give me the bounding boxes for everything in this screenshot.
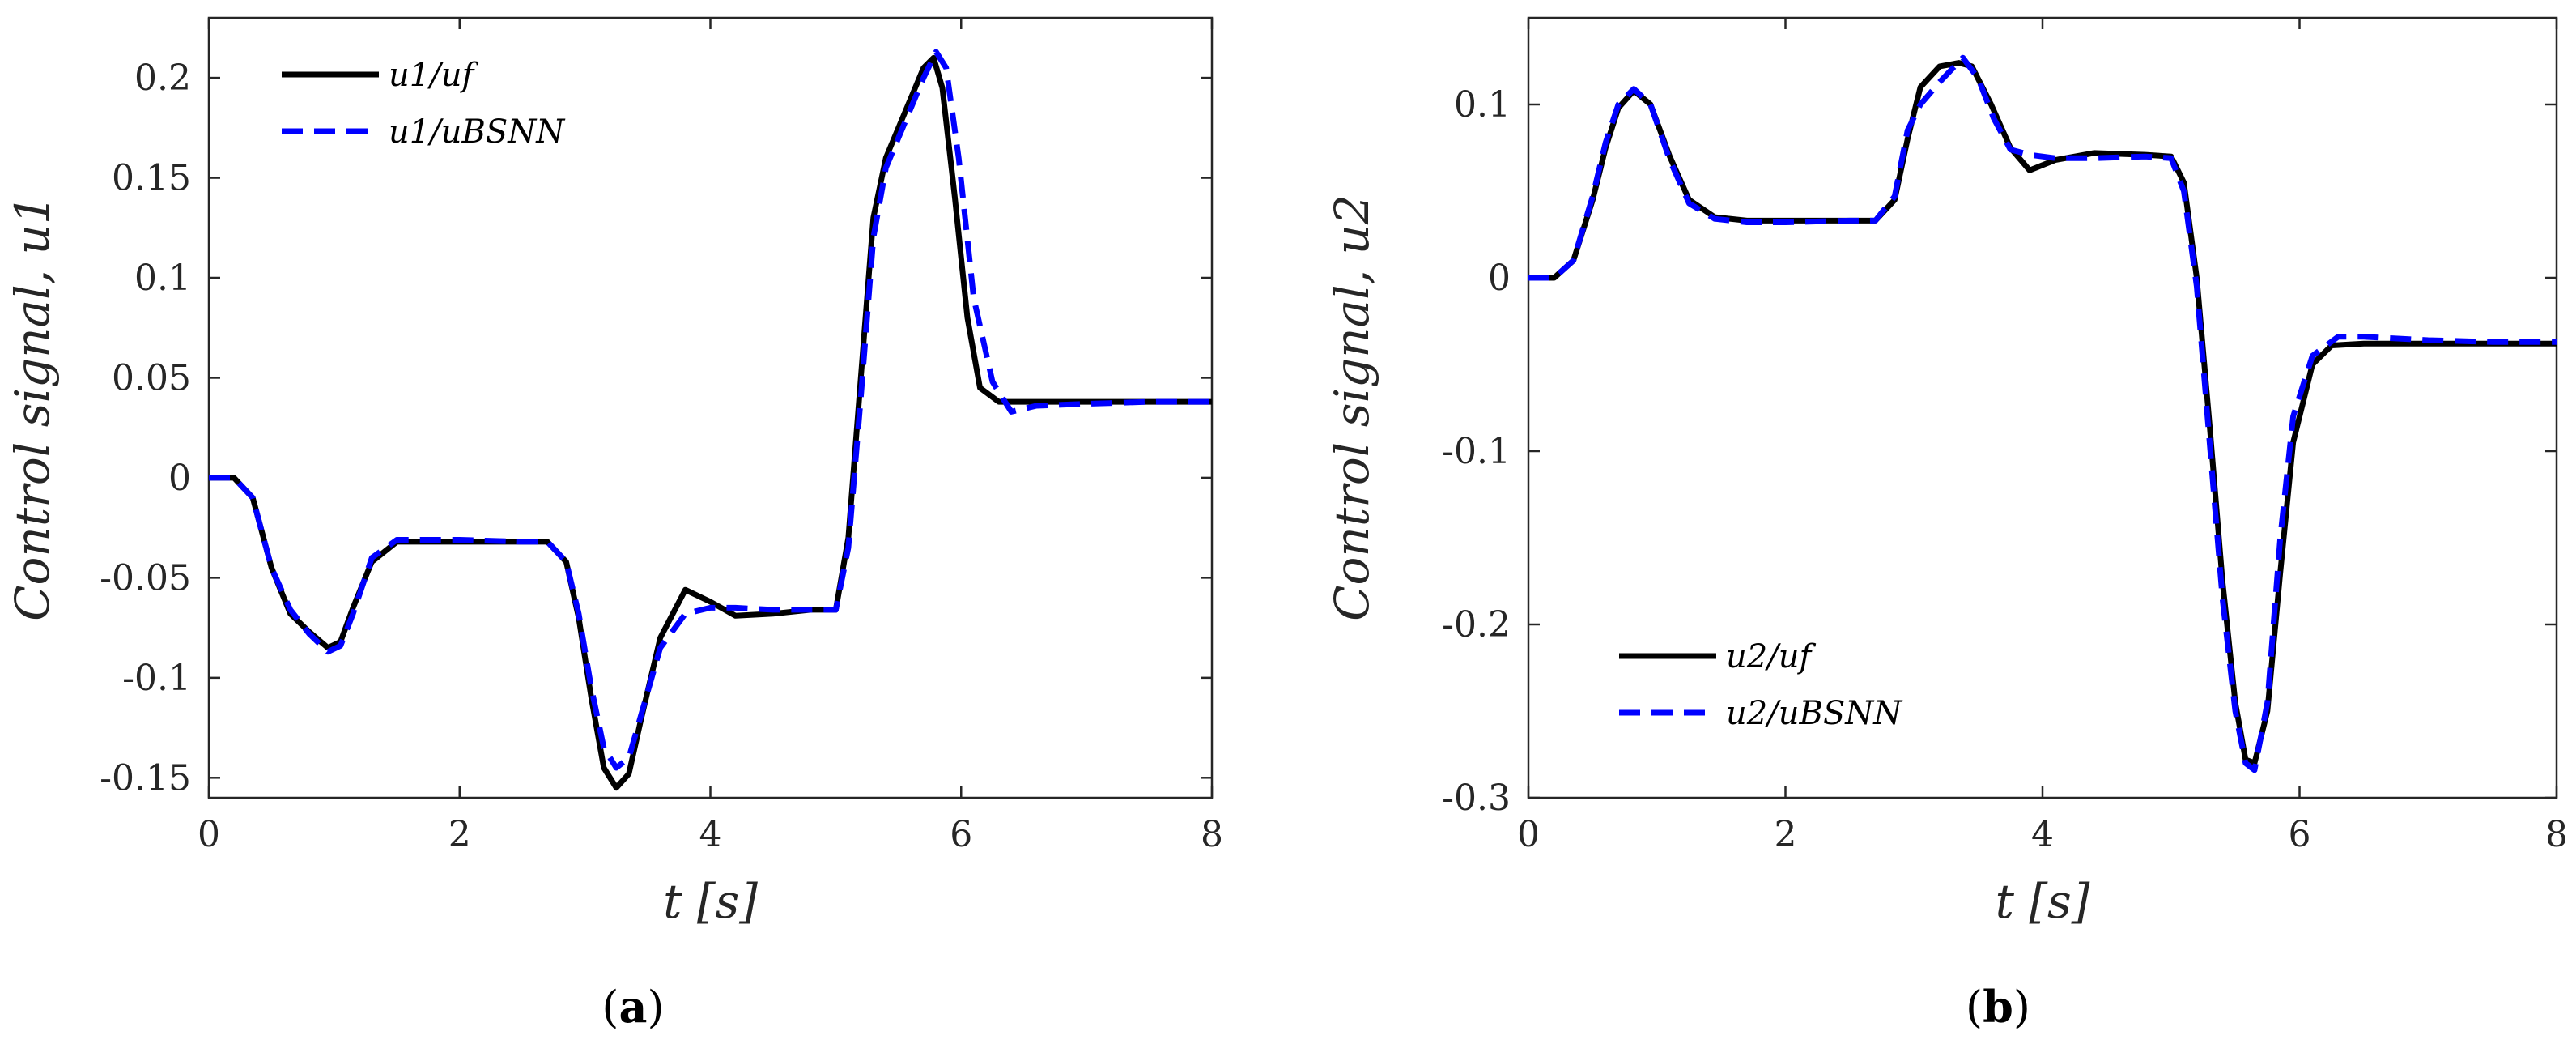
- x-tick-label: 6: [2289, 814, 2311, 855]
- axis-ticks: [1527, 18, 2558, 799]
- y-tick-label: -0.05: [100, 557, 191, 599]
- x-axis-label: t [s]: [1996, 874, 2090, 929]
- y-tick-label: -0.1: [122, 658, 191, 699]
- legend: u2/uf u2/uBSNN: [1619, 638, 1903, 732]
- y-tick-label: 0.2: [134, 58, 191, 99]
- series-group: [209, 49, 1212, 791]
- x-tick-label: 8: [2545, 814, 2568, 855]
- y-axis-label: Control signal, u1: [5, 194, 60, 621]
- x-tick-label: 2: [1775, 814, 1797, 855]
- series-group: [1528, 54, 2557, 773]
- legend-label: u2/uBSNN: [1726, 695, 1903, 732]
- x-tick-label: 4: [2031, 814, 2054, 855]
- panel-label-close: ): [648, 982, 665, 1033]
- legend: u1/uf u1/uBSNN: [282, 57, 566, 151]
- x-tick-label: 0: [1517, 814, 1540, 855]
- y-tick-label: 0.15: [112, 158, 191, 199]
- legend-label: u1/uf: [389, 57, 478, 94]
- y-axis-label: Control signal, u2: [1324, 194, 1379, 621]
- panel-label-letter: b: [1983, 981, 2013, 1033]
- series-line-dashed: [1528, 54, 2557, 773]
- x-tick-label: 0: [198, 814, 220, 855]
- x-tick-label: 8: [1201, 814, 1223, 855]
- x-tick-labels: 0 2 4 6 8: [198, 814, 1223, 855]
- y-tick-label: 0.1: [1454, 84, 1511, 126]
- legend-label: u1/uBSNN: [389, 113, 566, 151]
- y-tick-label: -0.2: [1442, 604, 1511, 646]
- x-tick-label: 6: [950, 814, 972, 855]
- panel-label: (b): [1966, 981, 2030, 1033]
- panel-label-open: (: [1966, 982, 1983, 1033]
- chart-panel-a: 0 2 4 6 8 -0.15 -0.1 -0.05 0 0.05 0.1 0.15 0.2 t [s…: [5, 16, 1223, 1033]
- y-tick-label: -0.15: [100, 757, 191, 799]
- y-tick-label: -0.1: [1442, 431, 1511, 472]
- x-tick-label: 2: [448, 814, 471, 855]
- panel-label-letter: a: [619, 981, 648, 1033]
- y-tick-label: 0.05: [112, 357, 191, 398]
- panel-label-close: ): [2013, 982, 2030, 1033]
- x-tick-label: 4: [699, 814, 722, 855]
- panel-label: (a): [601, 981, 664, 1033]
- y-tick-labels: -0.3 -0.2 -0.1 0 0.1: [1442, 84, 1511, 819]
- x-tick-labels: 0 2 4 6 8: [1517, 814, 2568, 855]
- legend-label: u2/uf: [1726, 638, 1816, 675]
- series-line-solid: [209, 54, 1212, 791]
- panel-label-open: (: [601, 982, 618, 1033]
- series-line-dashed: [209, 49, 1212, 771]
- y-tick-label: 0.1: [134, 258, 191, 299]
- y-tick-labels: -0.15 -0.1 -0.05 0 0.05 0.1 0.15 0.2: [100, 58, 191, 799]
- y-tick-label: -0.3: [1442, 778, 1511, 819]
- x-axis-label: t [s]: [663, 874, 758, 929]
- chart-panel-b: 0 2 4 6 8 -0.3 -0.2 -0.1 0 0.1 t [s] Control sig…: [1324, 16, 2568, 1033]
- y-tick-label: 0: [1488, 258, 1511, 299]
- y-tick-label: 0: [168, 458, 191, 499]
